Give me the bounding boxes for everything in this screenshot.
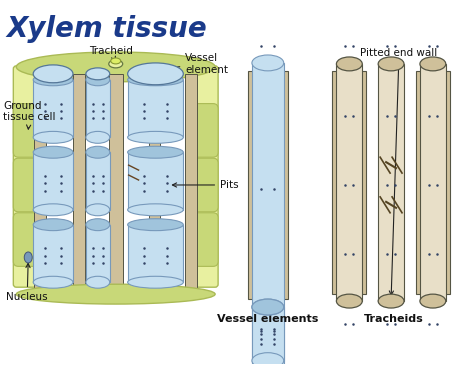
Ellipse shape: [378, 294, 404, 308]
Ellipse shape: [33, 146, 73, 158]
Ellipse shape: [420, 57, 446, 71]
Ellipse shape: [128, 204, 183, 216]
Text: Pitted end wall: Pitted end wall: [360, 48, 438, 295]
Text: Vessel
element: Vessel element: [164, 53, 228, 74]
Text: Tracheid: Tracheid: [89, 46, 133, 61]
Text: Nucleus: Nucleus: [6, 264, 48, 302]
Ellipse shape: [337, 294, 362, 308]
Ellipse shape: [252, 299, 284, 315]
Ellipse shape: [86, 146, 110, 158]
Bar: [34, 74, 46, 294]
Bar: [86, 80, 110, 137]
Ellipse shape: [128, 219, 183, 231]
Bar: [360, 71, 366, 294]
Ellipse shape: [24, 252, 32, 263]
Bar: [148, 74, 161, 294]
FancyBboxPatch shape: [13, 158, 43, 212]
Text: Tracheids: Tracheids: [364, 314, 424, 324]
Bar: [33, 152, 73, 210]
FancyBboxPatch shape: [13, 66, 39, 287]
Bar: [378, 64, 404, 301]
Bar: [128, 152, 183, 210]
Ellipse shape: [86, 204, 110, 216]
Text: Xylem tissue: Xylem tissue: [6, 15, 207, 43]
Bar: [388, 71, 394, 294]
Bar: [185, 74, 197, 294]
Bar: [248, 71, 256, 299]
Bar: [33, 80, 73, 137]
Ellipse shape: [128, 131, 183, 143]
Bar: [337, 64, 362, 301]
Bar: [128, 80, 183, 137]
Ellipse shape: [33, 65, 73, 83]
Ellipse shape: [252, 353, 284, 365]
FancyBboxPatch shape: [192, 66, 218, 287]
Ellipse shape: [128, 146, 183, 158]
Ellipse shape: [337, 57, 362, 71]
Bar: [86, 225, 110, 282]
Ellipse shape: [86, 219, 110, 231]
Ellipse shape: [33, 131, 73, 143]
Bar: [420, 64, 446, 301]
Ellipse shape: [128, 63, 183, 85]
Bar: [109, 74, 123, 294]
Ellipse shape: [86, 131, 110, 143]
Ellipse shape: [33, 276, 73, 288]
FancyBboxPatch shape: [13, 104, 43, 157]
Ellipse shape: [33, 219, 73, 231]
Ellipse shape: [378, 57, 404, 71]
Text: Ground
tissue cell: Ground tissue cell: [3, 101, 56, 129]
Text: Vessel elements: Vessel elements: [217, 314, 319, 324]
Text: Pits: Pits: [173, 180, 239, 190]
FancyBboxPatch shape: [188, 104, 218, 157]
Ellipse shape: [252, 299, 284, 315]
Bar: [128, 225, 183, 282]
Ellipse shape: [109, 60, 123, 68]
Ellipse shape: [86, 74, 110, 86]
Bar: [280, 71, 288, 299]
Bar: [332, 71, 338, 294]
Bar: [73, 74, 85, 294]
Ellipse shape: [111, 58, 121, 64]
Bar: [444, 71, 450, 294]
Ellipse shape: [128, 276, 183, 288]
Ellipse shape: [420, 294, 446, 308]
Ellipse shape: [252, 55, 284, 71]
Ellipse shape: [33, 204, 73, 216]
FancyBboxPatch shape: [188, 213, 218, 266]
Ellipse shape: [86, 68, 110, 80]
Bar: [416, 71, 422, 294]
Ellipse shape: [16, 284, 215, 304]
Ellipse shape: [128, 74, 183, 86]
Bar: [86, 152, 110, 210]
Bar: [33, 225, 73, 282]
Ellipse shape: [16, 52, 215, 82]
Bar: [252, 307, 284, 361]
Ellipse shape: [86, 276, 110, 288]
FancyBboxPatch shape: [188, 158, 218, 212]
Ellipse shape: [33, 74, 73, 86]
Bar: [252, 63, 284, 365]
FancyBboxPatch shape: [13, 213, 43, 266]
